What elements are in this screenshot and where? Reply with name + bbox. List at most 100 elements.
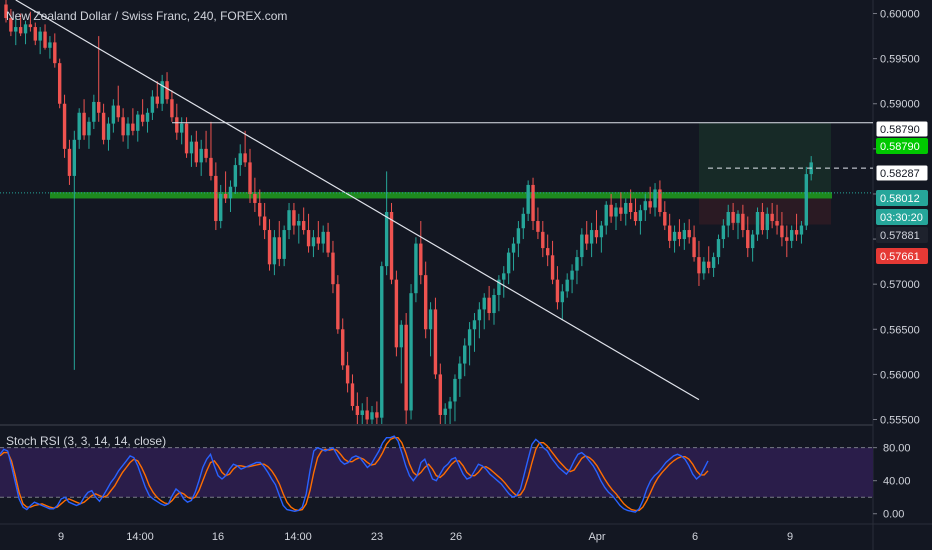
- candle-body[interactable]: [301, 221, 306, 231]
- candle-body[interactable]: [663, 212, 667, 226]
- candle-body[interactable]: [541, 231, 545, 249]
- candle-body[interactable]: [692, 237, 696, 258]
- candle-body[interactable]: [404, 324, 408, 411]
- time-axis[interactable]: 9 14:00 16 14:00 23 26 Apr 6 9: [58, 531, 793, 543]
- candle-body[interactable]: [687, 230, 691, 238]
- candle-body[interactable]: [311, 237, 316, 247]
- candle-body[interactable]: [594, 230, 599, 238]
- candle-body[interactable]: [716, 239, 721, 258]
- candle-body[interactable]: [580, 234, 584, 258]
- candle-body[interactable]: [282, 230, 286, 259]
- candle-body[interactable]: [43, 31, 47, 48]
- candle-body[interactable]: [653, 189, 657, 208]
- candle-body[interactable]: [448, 401, 452, 409]
- candle-body[interactable]: [711, 257, 716, 268]
- candle-body[interactable]: [336, 284, 340, 330]
- candle-body[interactable]: [150, 96, 155, 113]
- candle-body[interactable]: [643, 201, 647, 211]
- candle-body[interactable]: [453, 378, 457, 402]
- candle-body[interactable]: [375, 412, 379, 418]
- candle-body[interactable]: [145, 112, 150, 122]
- candle-body[interactable]: [804, 174, 809, 226]
- candle-body[interactable]: [87, 121, 91, 136]
- candle-body[interactable]: [228, 186, 233, 199]
- candle-body[interactable]: [62, 103, 67, 149]
- candle-body[interactable]: [233, 165, 238, 187]
- drawings-layer[interactable]: [0, 0, 873, 401]
- target-zone[interactable]: [699, 122, 831, 193]
- candle-body[interactable]: [165, 81, 169, 100]
- candle-body[interactable]: [589, 230, 594, 244]
- candle-body[interactable]: [384, 212, 389, 267]
- candle-body[interactable]: [414, 243, 418, 294]
- candle-body[interactable]: [755, 212, 760, 235]
- candle-body[interactable]: [253, 193, 257, 203]
- candle-body[interactable]: [121, 117, 125, 136]
- candle-body[interactable]: [277, 237, 281, 259]
- candle-body[interactable]: [467, 329, 472, 346]
- candle-body[interactable]: [492, 294, 496, 314]
- candle-body[interactable]: [560, 291, 565, 303]
- candle-body[interactable]: [175, 117, 179, 133]
- trendline[interactable]: [15, 0, 700, 401]
- price-axis[interactable]: 0.600000.595000.590000.585000.580000.575…: [873, 9, 920, 521]
- candle-body[interactable]: [433, 309, 438, 375]
- candle-body[interactable]: [585, 234, 589, 244]
- candle-body[interactable]: [487, 297, 491, 314]
- candle-body[interactable]: [482, 297, 486, 310]
- candle-body[interactable]: [101, 112, 106, 140]
- candle-body[interactable]: [131, 123, 135, 131]
- candle-body[interactable]: [726, 212, 730, 226]
- candle-body[interactable]: [599, 225, 604, 238]
- candle-body[interactable]: [672, 231, 677, 241]
- candle-body[interactable]: [316, 237, 321, 244]
- candle-body[interactable]: [502, 273, 506, 280]
- candle-body[interactable]: [23, 24, 28, 34]
- candle-body[interactable]: [219, 193, 223, 222]
- candle-body[interactable]: [624, 202, 628, 214]
- candle-body[interactable]: [511, 243, 516, 253]
- candles-layer[interactable]: [4, 0, 813, 424]
- candle-body[interactable]: [648, 201, 652, 208]
- candle-body[interactable]: [775, 221, 779, 226]
- candle-body[interactable]: [614, 207, 618, 217]
- candle-body[interactable]: [262, 216, 267, 231]
- candle-body[interactable]: [389, 212, 394, 280]
- candle-body[interactable]: [321, 231, 325, 244]
- candle-body[interactable]: [721, 225, 726, 240]
- candle-body[interactable]: [765, 213, 769, 231]
- candle-body[interactable]: [243, 153, 247, 163]
- candle-body[interactable]: [419, 243, 423, 276]
- candle-body[interactable]: [53, 42, 57, 64]
- candle-body[interactable]: [77, 112, 81, 140]
- candle-body[interactable]: [341, 329, 345, 366]
- candle-body[interactable]: [287, 210, 291, 231]
- candle-body[interactable]: [223, 193, 228, 199]
- candle-body[interactable]: [428, 309, 433, 330]
- candle-body[interactable]: [350, 383, 355, 406]
- candle-body[interactable]: [272, 237, 277, 265]
- candle-body[interactable]: [57, 63, 62, 104]
- candle-body[interactable]: [677, 231, 682, 240]
- candle-body[interactable]: [106, 123, 111, 140]
- candle-body[interactable]: [658, 189, 662, 212]
- candle-body[interactable]: [702, 261, 706, 274]
- candle-body[interactable]: [365, 410, 369, 420]
- candle-body[interactable]: [360, 410, 364, 415]
- candle-body[interactable]: [536, 221, 540, 232]
- candle-body[interactable]: [477, 309, 482, 321]
- candle-body[interactable]: [575, 257, 579, 271]
- candle-body[interactable]: [526, 184, 530, 214]
- candle-body[interactable]: [345, 365, 350, 384]
- candle-body[interactable]: [97, 101, 101, 113]
- candle-body[interactable]: [184, 123, 189, 154]
- candle-body[interactable]: [463, 345, 467, 364]
- candle-body[interactable]: [667, 225, 672, 241]
- candle-body[interactable]: [550, 255, 555, 280]
- candle-body[interactable]: [355, 405, 360, 415]
- candle-body[interactable]: [189, 141, 194, 154]
- candle-body[interactable]: [394, 279, 399, 348]
- candle-body[interactable]: [570, 270, 574, 280]
- candle-body[interactable]: [204, 148, 208, 158]
- candle-body[interactable]: [248, 162, 252, 194]
